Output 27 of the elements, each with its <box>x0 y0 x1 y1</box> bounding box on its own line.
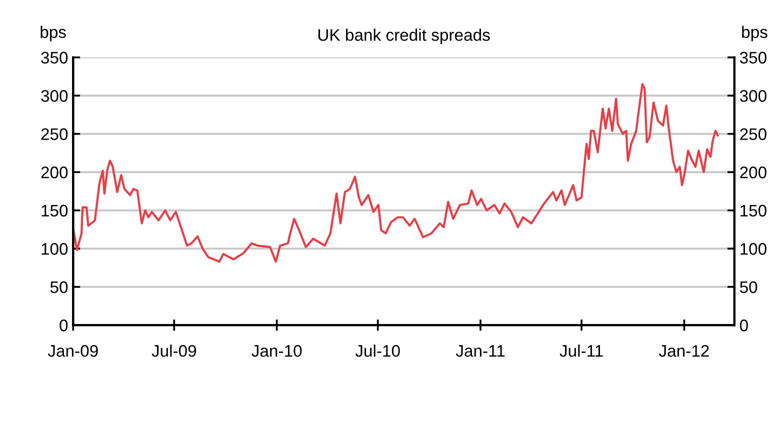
x-tick-label: Jan-09 <box>48 345 98 357</box>
y2-tick-label: 100 <box>740 243 766 255</box>
y-tick-label: 100 <box>42 243 68 255</box>
y-tick-label: 250 <box>41 128 68 140</box>
y-tick-label: 200 <box>41 166 68 178</box>
y2-tick-label: 350 <box>740 52 766 64</box>
y-tick-label: 0 <box>60 320 68 332</box>
y2-tick-label: 150 <box>740 204 766 217</box>
line-series <box>73 83 719 263</box>
y-tick-label: 300 <box>41 90 68 102</box>
y2-tick-label: 0 <box>740 320 748 332</box>
x-tick-label: Jul-09 <box>152 344 196 357</box>
y2-tick-label: 300 <box>740 90 766 102</box>
y-tick-label: 50 <box>50 281 68 294</box>
y2-tick-label: 250 <box>740 128 766 140</box>
x-tick-label: Jan-12 <box>658 345 709 357</box>
y-tick-label: 350 <box>41 52 68 64</box>
y2-axis-title: bps <box>742 26 768 42</box>
y-tick-label: 150 <box>42 204 68 217</box>
x-tick-label: Jul-11 <box>560 344 603 357</box>
x-tick-label: Jan-11 <box>456 345 505 357</box>
y-axis-title: bps <box>40 26 66 42</box>
x-tick-label: Jul-10 <box>355 344 400 357</box>
x-tick-label: Jan-10 <box>252 345 302 357</box>
y2-tick-label: 200 <box>740 166 766 178</box>
chart-title: UK bank credit spreads <box>318 28 490 44</box>
y2-tick-label: 50 <box>740 281 758 294</box>
